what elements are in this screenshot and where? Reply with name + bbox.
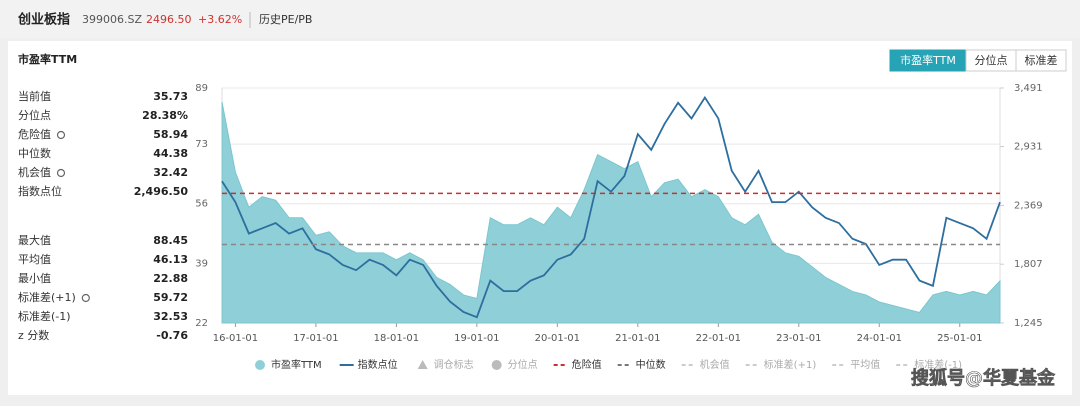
stat-label: 标准差(-1) bbox=[18, 309, 71, 323]
stat-value: 88.45 bbox=[153, 234, 188, 247]
x-tick-label: 21-01-01 bbox=[615, 333, 660, 344]
x-tick-label: 22-01-01 bbox=[696, 333, 741, 344]
legend-symbol[interactable] bbox=[417, 360, 428, 369]
index-change: +3.62% bbox=[198, 13, 242, 26]
stat-label: 机会值 bbox=[18, 165, 51, 179]
watermark: 搜狐号@华夏基金 bbox=[911, 367, 1056, 389]
stat-value: 28.38% bbox=[142, 109, 188, 122]
history-link[interactable]: 历史PE/PB bbox=[259, 13, 312, 26]
index-line bbox=[221, 95, 1001, 319]
stat-label: 最大值 bbox=[18, 233, 51, 247]
legend-label[interactable]: 中位数 bbox=[636, 358, 666, 371]
legend-label[interactable]: 调仓标志 bbox=[434, 358, 474, 371]
y-tick-label: 39 bbox=[195, 258, 208, 269]
stat-value: 58.94 bbox=[153, 128, 188, 141]
y-tick-label: 89 bbox=[195, 83, 208, 94]
stat-value: 46.13 bbox=[153, 253, 188, 266]
x-tick-label: 20-01-01 bbox=[535, 333, 580, 344]
legend-symbol[interactable] bbox=[491, 360, 502, 370]
stat-label: z 分数 bbox=[18, 329, 49, 342]
y2-tick-label: 1,245 bbox=[1014, 318, 1043, 329]
tab[interactable]: 市盈率TTM bbox=[900, 53, 956, 67]
stat-value: 22.88 bbox=[153, 272, 188, 285]
legend-label[interactable]: 标准差(+1) bbox=[764, 358, 817, 371]
x-tick-label: 17-01-01 bbox=[293, 333, 338, 344]
legend-label[interactable]: 危险值 bbox=[572, 358, 602, 371]
stat-label: 最小值 bbox=[18, 272, 51, 285]
x-tick-label: 24-01-01 bbox=[857, 333, 902, 344]
y2-tick-label: 3,491 bbox=[1014, 83, 1043, 94]
legend-label[interactable]: 标准差(-1) bbox=[914, 358, 962, 371]
legend-symbol[interactable] bbox=[255, 360, 265, 370]
y-tick-label: 22 bbox=[195, 318, 208, 329]
stat-value: 2,496.50 bbox=[134, 185, 189, 198]
stat-label: 指数点位 bbox=[18, 184, 62, 198]
stat-value: -0.76 bbox=[156, 329, 188, 342]
tab-bg[interactable] bbox=[1015, 49, 1067, 72]
card bbox=[8, 41, 1072, 395]
y-tick-label: 56 bbox=[195, 199, 208, 210]
stat-value: 35.73 bbox=[153, 90, 188, 103]
x-tick-label: 16-01-01 bbox=[213, 333, 258, 344]
stat-label: 中位数 bbox=[18, 146, 51, 160]
stat-label: 当前值 bbox=[18, 89, 51, 103]
tab[interactable]: 分位点 bbox=[975, 53, 1008, 67]
y2-tick-label: 2,931 bbox=[1014, 142, 1043, 153]
stat-value: 44.38 bbox=[153, 147, 188, 160]
stat-label: 危险值 bbox=[18, 127, 51, 141]
settings-icon[interactable] bbox=[81, 293, 90, 303]
stat-label: 分位点 bbox=[18, 108, 51, 122]
card-title: 市盈率TTM bbox=[18, 52, 77, 66]
tab[interactable]: 标准差 bbox=[1025, 53, 1058, 67]
header-bar bbox=[0, 0, 1080, 38]
stat-value: 59.72 bbox=[153, 291, 188, 304]
pe-area bbox=[221, 101, 1001, 324]
settings-icon[interactable] bbox=[56, 130, 66, 140]
settings-icon[interactable] bbox=[56, 168, 66, 178]
index-name: 创业板指 bbox=[17, 12, 70, 28]
legend-label[interactable]: 指数点位 bbox=[358, 358, 398, 371]
y-tick-label: 73 bbox=[195, 139, 208, 150]
y2-tick-label: 1,807 bbox=[1014, 259, 1043, 270]
index-price: 2496.50 bbox=[146, 13, 192, 26]
legend-label[interactable]: 平均值 bbox=[850, 358, 880, 371]
stat-label: 标准差(+1) bbox=[18, 290, 76, 304]
index-code: 399006.SZ bbox=[82, 13, 142, 26]
stat-value: 32.42 bbox=[153, 166, 188, 179]
x-tick-label: 25-01-01 bbox=[937, 333, 982, 344]
stat-value: 32.53 bbox=[153, 310, 188, 323]
x-tick-label: 23-01-01 bbox=[776, 333, 821, 344]
legend-label[interactable]: 市盈率TTM bbox=[271, 358, 322, 371]
stat-label: 平均值 bbox=[18, 253, 51, 266]
legend-label[interactable]: 分位点 bbox=[508, 358, 538, 371]
x-tick-label: 19-01-01 bbox=[454, 333, 499, 344]
y2-tick-label: 2,369 bbox=[1014, 200, 1043, 211]
legend-label[interactable]: 机会值 bbox=[700, 358, 730, 371]
x-tick-label: 18-01-01 bbox=[374, 333, 419, 344]
